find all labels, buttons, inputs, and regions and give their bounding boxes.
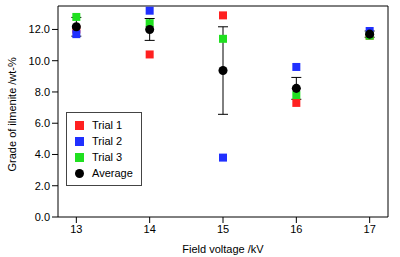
- html-text:Trial 2: Trial 2: [92, 135, 123, 147]
- svg-text:14: 14: [144, 223, 156, 235]
- svg-text:0.0: 0.0: [35, 211, 50, 223]
- svg-text:12.0: 12.0: [29, 23, 50, 35]
- svg-text:10.0: 10.0: [29, 55, 50, 67]
- svg-text:6.0: 6.0: [35, 117, 50, 129]
- svg-text:13: 13: [70, 223, 82, 235]
- svg-text:Field voltage /kV: Field voltage /kV: [182, 243, 264, 255]
- svg-text:2.0: 2.0: [35, 180, 50, 192]
- svg-text:16: 16: [290, 223, 302, 235]
- html-text:Average: Average: [92, 167, 133, 179]
- svg-text:4.0: 4.0: [35, 148, 50, 160]
- svg-text:15: 15: [217, 223, 229, 235]
- html-text:Trial 1: Trial 1: [92, 119, 123, 131]
- svg-text:17: 17: [364, 223, 376, 235]
- svg-text:8.0: 8.0: [35, 86, 50, 98]
- html-text:Trial 3: Trial 3: [92, 151, 123, 163]
- svg-text:Grade of ilmenite /wt-%: Grade of ilmenite /wt-%: [8, 57, 18, 172]
